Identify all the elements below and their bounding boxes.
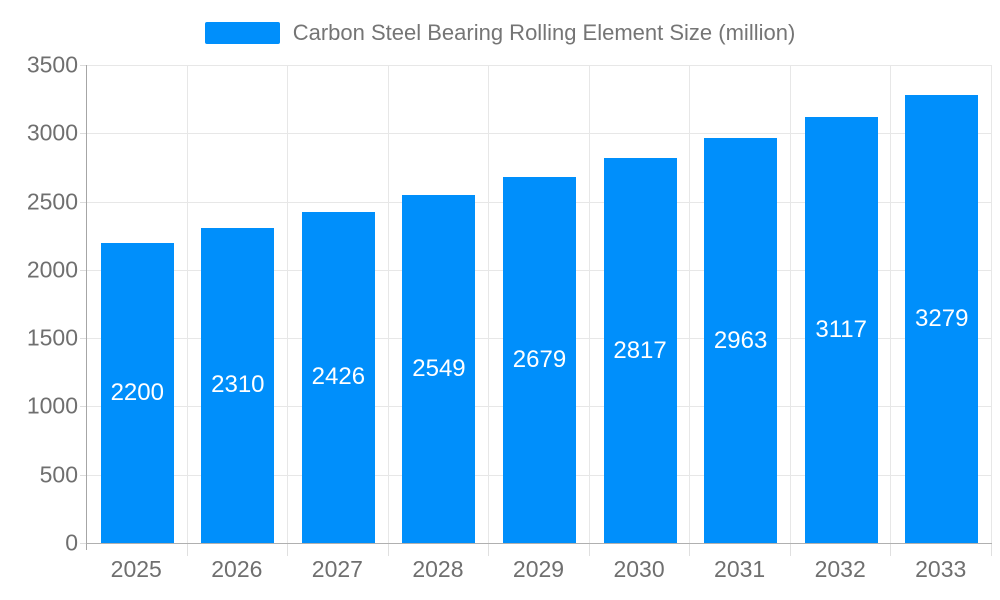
bar <box>905 95 979 543</box>
bar <box>301 211 375 543</box>
y-tick-label: 1000 <box>26 392 78 419</box>
y-axis-line-tail <box>86 544 87 550</box>
legend-label: Carbon Steel Bearing Rolling Element Siz… <box>292 20 796 45</box>
y-tick-mark <box>80 65 86 66</box>
gridline-vertical <box>186 65 188 543</box>
legend: Carbon Steel Bearing Rolling Element Siz… <box>0 20 1000 46</box>
x-tick-mark <box>186 544 188 556</box>
y-axis-labels: 0 500 1000 1500 2000 2500 3000 3500 <box>0 52 78 556</box>
bar <box>704 138 778 543</box>
gridline-vertical <box>588 65 590 543</box>
gridline-vertical <box>890 65 892 543</box>
bar <box>503 177 576 543</box>
y-tick-mark <box>80 201 86 203</box>
x-tick-label: 2028 <box>412 556 464 582</box>
x-tick-label: 2033 <box>915 556 967 582</box>
y-tick-label: 3000 <box>26 119 78 146</box>
bar-value-label: 2310 <box>211 371 265 399</box>
legend-swatch-icon <box>204 22 280 44</box>
bar-value-label: 2200 <box>110 378 164 406</box>
x-axis-labels: 2025 2026 2027 2028 2029 2030 2031 2032 2033 <box>86 556 991 590</box>
x-tick-label: 2032 <box>814 556 866 582</box>
y-tick-label: 2500 <box>26 188 78 215</box>
bar-value-label: 3117 <box>815 316 867 344</box>
y-tick-mark <box>80 474 86 476</box>
y-tick-label: 500 <box>39 461 78 488</box>
y-tick-label: 2000 <box>26 256 78 283</box>
x-tick-mark <box>488 544 490 556</box>
x-tick-mark <box>689 544 691 556</box>
y-tick-label: 0 <box>65 529 78 556</box>
bar-value-label: 3279 <box>915 305 969 333</box>
x-tick-mark <box>890 544 892 556</box>
y-tick-label: 1500 <box>26 324 78 351</box>
x-tick-mark <box>789 544 791 556</box>
x-tick-mark <box>588 544 590 556</box>
bar <box>402 194 476 543</box>
bar-value-label: 2549 <box>412 354 466 382</box>
gridline-vertical <box>689 65 691 543</box>
bar-value-label: 2679 <box>512 346 567 374</box>
gridline-vertical <box>789 65 791 543</box>
y-tick-mark <box>80 133 86 135</box>
x-tick-label: 2030 <box>613 556 665 582</box>
legend-item[interactable]: Carbon Steel Bearing Rolling Element Siz… <box>204 20 796 46</box>
gridline-horizontal <box>87 133 992 135</box>
x-tick-label: 2027 <box>311 556 363 582</box>
bar-value-label: 2963 <box>713 326 768 354</box>
bar <box>603 158 677 543</box>
y-tick-mark <box>80 406 86 408</box>
bar <box>804 117 878 543</box>
gridline-vertical <box>387 65 389 543</box>
x-tick-mark <box>387 544 389 556</box>
y-tick-mark <box>80 338 86 340</box>
x-tick-label: 2031 <box>714 556 766 582</box>
x-tick-label: 2026 <box>211 556 263 582</box>
x-tick-label: 2025 <box>110 556 162 582</box>
y-tick-mark <box>80 543 86 544</box>
gridline-vertical <box>991 65 992 543</box>
gridline-horizontal <box>87 65 992 66</box>
plot-area: 2200 2310 2426 2549 2679 2817 2963 3117 3279 <box>80 65 992 556</box>
x-tick-mark <box>287 544 289 556</box>
y-tick-mark <box>80 269 86 271</box>
gridline-vertical <box>287 65 289 543</box>
bar <box>100 242 174 543</box>
x-tick-label: 2029 <box>512 556 565 582</box>
bar-value-label: 2426 <box>311 363 366 391</box>
bar-value-label: 2817 <box>613 336 667 364</box>
bar <box>201 227 275 543</box>
x-tick-mark <box>991 544 992 556</box>
y-tick-label: 3500 <box>26 51 78 78</box>
gridline-vertical <box>488 65 490 543</box>
